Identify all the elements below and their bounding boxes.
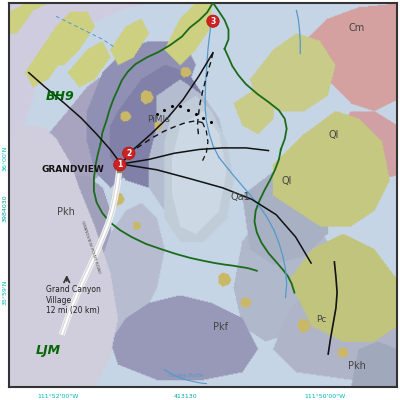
Text: LJM: LJM: [36, 344, 61, 357]
Text: 111°52'00"W: 111°52'00"W: [37, 394, 78, 398]
Circle shape: [114, 159, 126, 171]
Text: 2: 2: [126, 149, 132, 158]
Text: 413130: 413130: [174, 394, 198, 398]
Text: Cm: Cm: [348, 23, 365, 33]
Text: Pkh: Pkh: [57, 207, 74, 217]
Text: Qa1: Qa1: [230, 192, 250, 202]
Text: 3984030: 3984030: [2, 194, 7, 222]
Text: 35°59'N: 35°59'N: [2, 280, 7, 305]
Text: PiMls: PiMls: [147, 115, 170, 124]
Text: Grand Canyon
Village
12 mi (20 km): Grand Canyon Village 12 mi (20 km): [46, 286, 101, 315]
Text: 1: 1: [117, 160, 122, 169]
Text: Ql: Ql: [282, 176, 292, 186]
Text: Ql: Ql: [328, 130, 338, 140]
Circle shape: [207, 15, 219, 27]
Text: Honey Butte: Honey Butte: [169, 373, 203, 378]
Text: GRANDVIEW: GRANDVIEW: [42, 165, 105, 174]
Text: 36°00'N: 36°00'N: [2, 146, 7, 171]
Text: Pc: Pc: [316, 315, 327, 324]
Text: 3: 3: [210, 17, 216, 26]
Text: Pkf: Pkf: [213, 322, 228, 332]
Text: GRANDVIEW POINT ROAD: GRANDVIEW POINT ROAD: [80, 220, 101, 274]
Circle shape: [122, 147, 135, 160]
Text: BH9: BH9: [45, 90, 74, 103]
Text: 111°50'00"W: 111°50'00"W: [305, 394, 346, 398]
Text: Pkh: Pkh: [348, 360, 366, 370]
